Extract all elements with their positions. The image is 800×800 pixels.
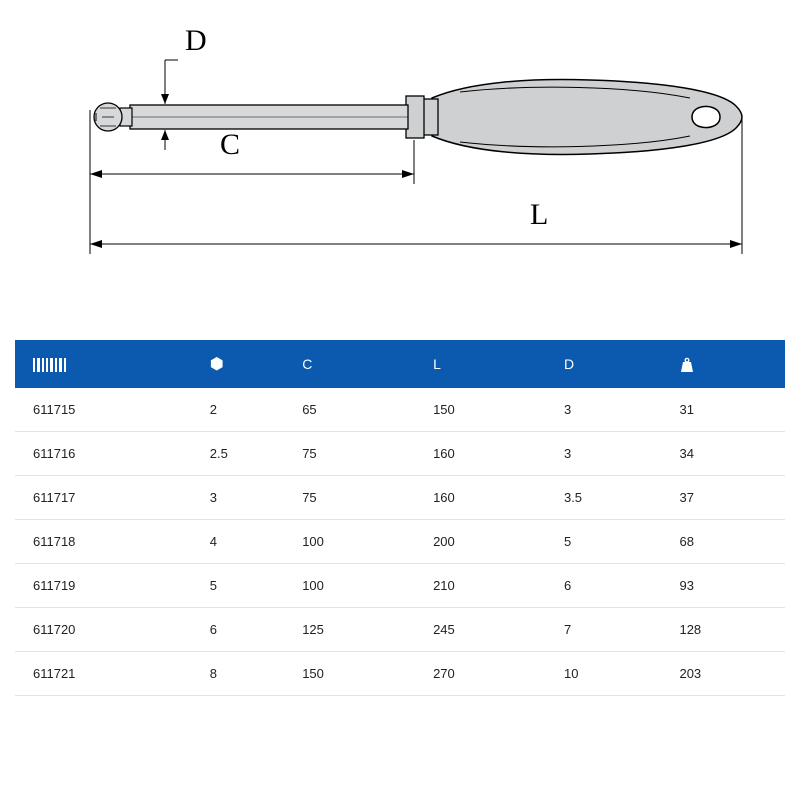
cell-code: 611715: [15, 388, 200, 432]
cell-C: 100: [292, 520, 423, 564]
diagram-svg: [30, 20, 770, 300]
col-header-hex: ⬢: [200, 340, 292, 388]
spec-table-container: ⬢ C L D 611715 2 65: [0, 320, 800, 696]
cell-C: 65: [292, 388, 423, 432]
cell-code: 611718: [15, 520, 200, 564]
cell-C: 75: [292, 476, 423, 520]
cell-D: 3: [554, 388, 670, 432]
spec-table-body: 611715 2 65 150 3 31 611716 2.5 75 160 3…: [15, 388, 785, 696]
technical-diagram: D C L: [0, 0, 800, 320]
cell-hex: 4: [200, 520, 292, 564]
cell-wt: 37: [669, 476, 785, 520]
col-header-L: L: [423, 340, 554, 388]
col-header-C: C: [292, 340, 423, 388]
dim-C: [90, 170, 414, 178]
cell-hex: 8: [200, 652, 292, 696]
cell-wt: 128: [669, 608, 785, 652]
dim-D: [130, 60, 225, 150]
cell-C: 150: [292, 652, 423, 696]
cell-D: 10: [554, 652, 670, 696]
cell-hex: 3: [200, 476, 292, 520]
table-row: 611717 3 75 160 3.5 37: [15, 476, 785, 520]
table-row: 611718 4 100 200 5 68: [15, 520, 785, 564]
cell-D: 3: [554, 432, 670, 476]
cell-L: 245: [423, 608, 554, 652]
cell-C: 75: [292, 432, 423, 476]
col-header-barcode: [15, 340, 200, 388]
hexagon-icon: ⬢: [210, 356, 224, 373]
cell-L: 210: [423, 564, 554, 608]
cell-D: 5: [554, 520, 670, 564]
cell-hex: 6: [200, 608, 292, 652]
spec-table-header-row: ⬢ C L D: [15, 340, 785, 388]
dim-label-L: L: [530, 198, 548, 232]
cell-code: 611716: [15, 432, 200, 476]
cell-wt: 203: [669, 652, 785, 696]
table-row: 611720 6 125 245 7 128: [15, 608, 785, 652]
table-row: 611716 2.5 75 160 3 34: [15, 432, 785, 476]
cell-C: 125: [292, 608, 423, 652]
cell-code: 611717: [15, 476, 200, 520]
cell-C: 100: [292, 564, 423, 608]
dim-L: [90, 240, 742, 248]
cell-code: 611721: [15, 652, 200, 696]
cell-wt: 34: [669, 432, 785, 476]
cell-hex: 2: [200, 388, 292, 432]
table-row: 611721 8 150 270 10 203: [15, 652, 785, 696]
cell-D: 7: [554, 608, 670, 652]
cell-L: 270: [423, 652, 554, 696]
cell-L: 200: [423, 520, 554, 564]
table-row: 611715 2 65 150 3 31: [15, 388, 785, 432]
col-header-weight: [669, 340, 785, 388]
table-row: 611719 5 100 210 6 93: [15, 564, 785, 608]
col-header-D: D: [554, 340, 670, 388]
dim-label-C: C: [220, 128, 240, 162]
spec-table: ⬢ C L D 611715 2 65: [15, 340, 785, 696]
barcode-icon: [33, 356, 68, 372]
cell-code: 611720: [15, 608, 200, 652]
weight-icon: [679, 355, 695, 371]
dim-label-D: D: [185, 24, 207, 58]
cell-code: 611719: [15, 564, 200, 608]
cell-wt: 68: [669, 520, 785, 564]
cell-wt: 93: [669, 564, 785, 608]
cell-D: 3.5: [554, 476, 670, 520]
cell-L: 150: [423, 388, 554, 432]
cell-L: 160: [423, 432, 554, 476]
cell-hex: 5: [200, 564, 292, 608]
cell-hex: 2.5: [200, 432, 292, 476]
cell-D: 6: [554, 564, 670, 608]
handle-shape: [432, 80, 742, 155]
ferrule-shape: [406, 96, 424, 138]
cell-L: 160: [423, 476, 554, 520]
ball-end-shape: [94, 103, 132, 131]
cell-wt: 31: [669, 388, 785, 432]
